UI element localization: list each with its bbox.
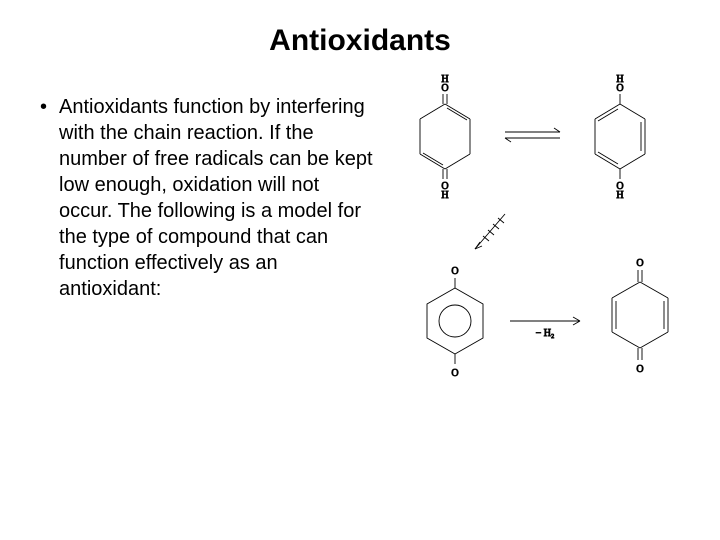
bullet-item: • Antioxidants function by interfering w… <box>40 94 373 302</box>
slide-title: Antioxidants <box>40 24 680 58</box>
label-o: O <box>451 266 458 277</box>
label-h: H <box>441 190 448 201</box>
bottom-left-structure: O O <box>427 266 483 379</box>
diagram-column: H O <box>385 94 680 302</box>
slide: Antioxidants • Antioxidants function by … <box>0 0 720 540</box>
text-column: • Antioxidants function by interfering w… <box>40 94 373 302</box>
bottom-right-structure: O O <box>612 258 668 375</box>
label-o: O <box>616 83 623 94</box>
label-o: O <box>441 83 448 94</box>
equilibrium-arrow <box>505 128 560 142</box>
chemistry-diagram: H O <box>385 74 705 474</box>
label-o: O <box>451 368 458 379</box>
content-row: • Antioxidants function by interfering w… <box>40 94 680 302</box>
top-left-structure: H O <box>420 74 470 201</box>
minus-h2-arrow: − H₂ <box>510 317 580 339</box>
bullet-marker: • <box>40 94 59 120</box>
bullet-text: Antioxidants function by interfering wit… <box>59 94 373 302</box>
label-h: H <box>616 190 623 201</box>
hatched-arrow <box>475 214 505 249</box>
top-right-structure: H O O H <box>595 74 645 201</box>
minus-h2-label: − H₂ <box>535 328 554 339</box>
label-o: O <box>636 258 643 269</box>
label-o: O <box>636 364 643 375</box>
